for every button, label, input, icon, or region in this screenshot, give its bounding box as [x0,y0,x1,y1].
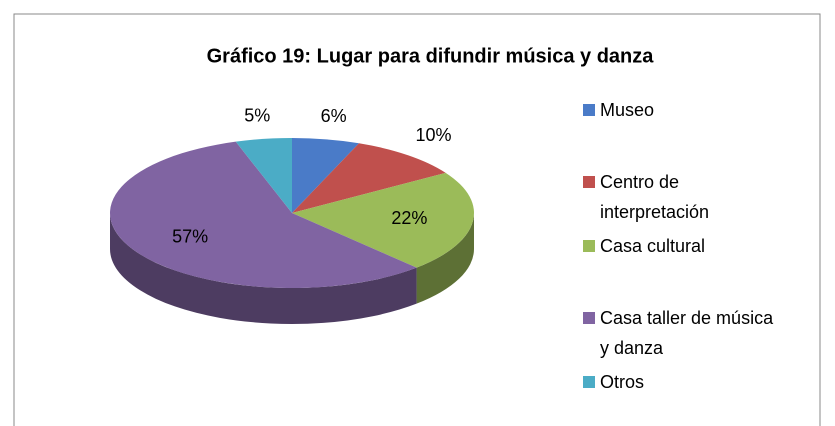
legend-label: Casa cultural [600,236,706,256]
legend-swatch [583,176,595,188]
legend-swatch [583,104,595,116]
data-label: 6% [321,106,347,126]
legend-label: Museo [600,100,655,120]
data-label: 5% [244,105,270,125]
data-label: 57% [172,227,208,247]
pie-slice [292,143,446,213]
pie-slice [235,138,292,213]
data-label: 22% [391,208,427,228]
legend-label: Otros [600,372,645,392]
legend-swatch [583,240,595,252]
pie-slice [292,172,475,268]
data-label: 10% [416,125,452,145]
legend-label: Casa taller de música y danza [600,308,774,358]
pie-side [110,213,417,324]
frame [13,13,821,426]
pie-side [416,213,474,304]
legend-swatch [583,376,595,388]
legend-swatch [583,312,595,324]
pie-slice [109,141,417,288]
pie-slice [292,138,359,213]
chart-title: Gráfico 19: Lugar para difundir música y… [207,45,655,67]
legend-label: Centro de interpretación [600,172,710,222]
